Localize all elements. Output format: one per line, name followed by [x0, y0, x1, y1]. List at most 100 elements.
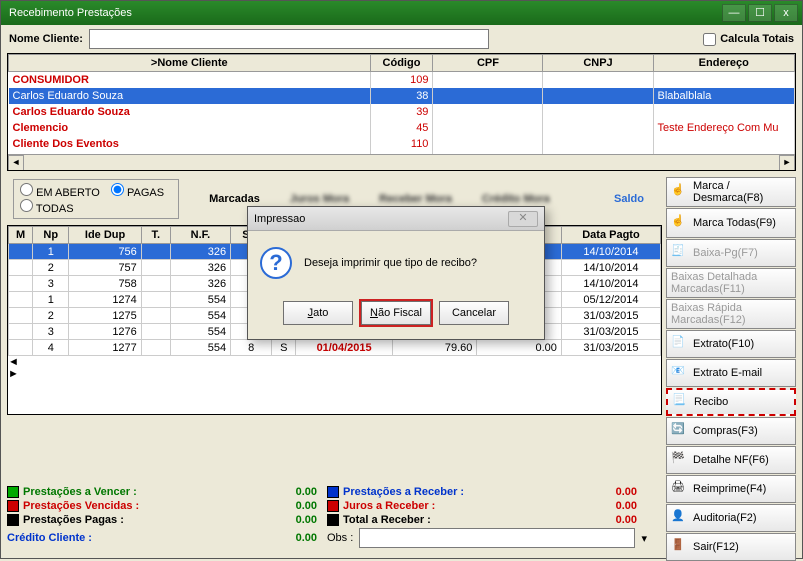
window-buttons: — ☐ x: [722, 4, 798, 22]
radio-pagas[interactable]: PAGAS: [111, 187, 164, 199]
printer-icon: 🖨: [671, 480, 689, 498]
clientes-grid[interactable]: >Nome Cliente Código CPF CNPJ Endereço C…: [7, 53, 796, 171]
dialog-title: Impressao: [254, 213, 305, 225]
compras-button[interactable]: 🔄Compras(F3): [666, 417, 796, 445]
obs-row: Obs : ▾: [327, 528, 647, 548]
extrato-button[interactable]: 📄Extrato(F10): [666, 330, 796, 358]
hidden-label-1: Juros Mora: [290, 193, 349, 205]
vencidas-label: Prestações Vencidas :: [7, 500, 267, 512]
side-panel: ☝Marca / Desmarca(F8) ☝Marca Todas(F9) 🧾…: [666, 177, 796, 561]
impressao-dialog: Impressao ✕ ? Deseja imprimir que tipo d…: [247, 206, 545, 340]
table-row[interactable]: CONSUMIDOR109: [9, 72, 795, 88]
document-icon: 📄: [671, 335, 689, 353]
marcadas-label: Marcadas: [209, 193, 260, 205]
calcula-totais-checkbox[interactable]: [703, 33, 716, 46]
total-value: 0.00: [587, 514, 647, 526]
flag-icon: 🏁: [671, 451, 689, 469]
vencidas-value: 0.00: [267, 500, 327, 512]
chevron-down-icon[interactable]: ▾: [641, 532, 647, 545]
hand-point-icon: ☝: [671, 214, 689, 232]
person-icon: 👤: [671, 509, 689, 527]
main-window: Recebimento Prestações — ☐ x Nome Client…: [0, 0, 803, 559]
receipt-icon: 🧾: [671, 244, 689, 262]
hidden-label-2: Receber Mora: [379, 193, 452, 205]
col-data[interactable]: Data Pagto: [561, 227, 660, 244]
question-icon: ?: [260, 247, 292, 279]
grid2-hscroll[interactable]: ◄ ►: [8, 356, 661, 380]
credito-label: Crédito Cliente :: [7, 532, 267, 544]
baixas-rapida-button: Baixas Rápida Marcadas(F12): [666, 299, 796, 329]
dialog-title-bar: Impressao ✕: [248, 207, 544, 231]
nao-fiscal-button[interactable]: Não Fiscal: [361, 301, 431, 325]
col-codigo[interactable]: Código: [370, 55, 433, 72]
dialog-buttons: Jato Não Fiscal Cancelar: [248, 295, 544, 339]
title-bar: Recebimento Prestações — ☐ x: [1, 1, 802, 25]
recibo-button[interactable]: 📃Recibo: [666, 388, 796, 416]
nome-cliente-input[interactable]: [89, 29, 489, 49]
hand-point-icon: ☝: [671, 183, 689, 201]
auditoria-button[interactable]: 👤Auditoria(F2): [666, 504, 796, 532]
search-row: Nome Cliente: Calcula Totais: [1, 25, 802, 53]
scroll-left-icon[interactable]: ◄: [8, 356, 661, 368]
col-t[interactable]: T.: [141, 227, 170, 244]
radio-todas[interactable]: TODAS: [20, 203, 74, 215]
table-row[interactable]: Carlos Eduardo Souza39: [9, 104, 795, 120]
marca-desmarca-button[interactable]: ☝Marca / Desmarca(F8): [666, 177, 796, 207]
table-row[interactable]: Cliente Dos Eventos110: [9, 136, 795, 152]
receber-label: Prestações a Receber :: [327, 486, 587, 498]
table-row[interactable]: Carlos Eduardo Souza38Blabalblala: [9, 88, 795, 104]
scroll-left-icon[interactable]: ◄: [8, 155, 24, 171]
reimprime-button[interactable]: 🖨Reimprime(F4): [666, 475, 796, 503]
receipt-icon: 📃: [672, 393, 690, 411]
exit-icon: 🚪: [671, 538, 689, 556]
extrato-email-button[interactable]: 📧Extrato E-mail: [666, 359, 796, 387]
credito-value: 0.00: [267, 532, 327, 544]
hidden-label-3: Crédito Mora: [482, 193, 550, 205]
grid1-hscroll[interactable]: ◄ ►: [8, 154, 795, 170]
detalhe-nf-button[interactable]: 🏁Detalhe NF(F6): [666, 446, 796, 474]
dialog-close-button[interactable]: ✕: [508, 211, 538, 227]
total-label: Total a Receber :: [327, 514, 587, 526]
juros-label: Juros a Receber :: [327, 500, 587, 512]
refresh-icon: 🔄: [671, 422, 689, 440]
pagas-label: Prestações Pagas :: [7, 514, 267, 526]
baixas-detalhada-button: Baixas Detalhada Marcadas(F11): [666, 268, 796, 298]
col-nome[interactable]: >Nome Cliente: [9, 55, 371, 72]
juros-value: 0.00: [587, 500, 647, 512]
table-row[interactable]: 412775548S01/04/201579.600.0031/03/2015: [9, 340, 661, 356]
obs-label: Obs :: [327, 532, 353, 544]
scroll-right-icon[interactable]: ►: [779, 155, 795, 171]
window-title: Recebimento Prestações: [5, 7, 722, 19]
nome-cliente-label: Nome Cliente:: [9, 33, 83, 45]
vencer-value: 0.00: [267, 486, 327, 498]
col-endereco[interactable]: Endereço: [653, 55, 795, 72]
col-ide[interactable]: Ide Dup: [69, 227, 141, 244]
radio-aberto[interactable]: EM ABERTO: [20, 187, 100, 199]
receber-value: 0.00: [587, 486, 647, 498]
maximize-button[interactable]: ☐: [748, 4, 772, 22]
col-np[interactable]: Np: [33, 227, 69, 244]
table-row[interactable]: Clemencio45Teste Endereço Com Mu: [9, 120, 795, 136]
dialog-body: ? Deseja imprimir que tipo de recibo?: [248, 231, 544, 295]
cancelar-button[interactable]: Cancelar: [439, 301, 509, 325]
jato-button[interactable]: Jato: [283, 301, 353, 325]
minimize-button[interactable]: —: [722, 4, 746, 22]
col-nf[interactable]: N.F.: [170, 227, 230, 244]
scroll-right-icon[interactable]: ►: [8, 368, 661, 380]
col-m[interactable]: M: [9, 227, 33, 244]
dialog-message: Deseja imprimir que tipo de recibo?: [304, 257, 477, 269]
totals-area: Prestações a Vencer : 0.00 Prestações a …: [7, 486, 647, 552]
calcula-totais[interactable]: Calcula Totais: [703, 33, 794, 46]
close-button[interactable]: x: [774, 4, 798, 22]
vencer-label: Prestações a Vencer :: [7, 486, 267, 498]
sair-button[interactable]: 🚪Sair(F12): [666, 533, 796, 561]
col-cpf[interactable]: CPF: [433, 55, 543, 72]
status-radio-group: EM ABERTO PAGAS TODAS: [13, 179, 179, 219]
saldo-label: Saldo: [614, 193, 644, 205]
pagas-value: 0.00: [267, 514, 327, 526]
col-cnpj[interactable]: CNPJ: [543, 55, 653, 72]
marca-todas-button[interactable]: ☝Marca Todas(F9): [666, 208, 796, 238]
baixa-pg-button: 🧾Baixa-Pg(F7): [666, 239, 796, 267]
calcula-totais-label: Calcula Totais: [720, 33, 794, 45]
obs-input[interactable]: [359, 528, 635, 548]
